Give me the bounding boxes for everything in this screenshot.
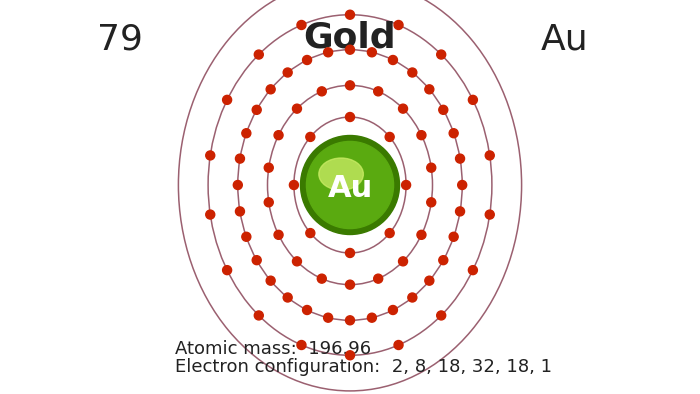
Circle shape <box>402 180 411 190</box>
Circle shape <box>346 144 354 153</box>
Circle shape <box>317 87 326 96</box>
Circle shape <box>346 280 354 289</box>
Circle shape <box>254 311 263 320</box>
Circle shape <box>425 276 434 285</box>
Circle shape <box>408 293 416 302</box>
Circle shape <box>346 45 354 54</box>
Circle shape <box>233 180 242 190</box>
Circle shape <box>223 266 232 275</box>
Circle shape <box>223 95 232 104</box>
Circle shape <box>266 276 275 285</box>
Circle shape <box>274 230 283 239</box>
Circle shape <box>458 180 467 190</box>
Circle shape <box>468 95 477 104</box>
Circle shape <box>206 151 215 160</box>
Circle shape <box>306 132 315 141</box>
Circle shape <box>235 154 244 163</box>
Circle shape <box>300 136 400 234</box>
Circle shape <box>307 141 393 229</box>
Circle shape <box>323 313 332 322</box>
Circle shape <box>346 316 354 325</box>
Circle shape <box>408 68 416 77</box>
Circle shape <box>374 87 383 96</box>
Circle shape <box>385 132 394 141</box>
Text: Au: Au <box>328 175 372 203</box>
Circle shape <box>456 154 465 163</box>
Circle shape <box>449 129 459 138</box>
Circle shape <box>346 81 354 90</box>
Circle shape <box>485 210 494 219</box>
Circle shape <box>266 85 275 94</box>
Circle shape <box>265 198 273 207</box>
Circle shape <box>368 48 377 57</box>
Circle shape <box>394 20 403 30</box>
Circle shape <box>456 207 465 216</box>
Circle shape <box>389 305 398 314</box>
Circle shape <box>437 50 446 59</box>
Circle shape <box>346 249 354 258</box>
Circle shape <box>485 151 494 160</box>
Circle shape <box>302 305 312 314</box>
Ellipse shape <box>318 158 363 190</box>
Circle shape <box>284 68 292 77</box>
Text: 79: 79 <box>97 22 143 56</box>
Circle shape <box>468 266 477 275</box>
Circle shape <box>254 50 263 59</box>
Circle shape <box>449 232 459 241</box>
Circle shape <box>427 198 435 207</box>
Circle shape <box>241 232 251 241</box>
Circle shape <box>306 229 315 238</box>
Circle shape <box>265 163 273 172</box>
Circle shape <box>206 210 215 219</box>
Circle shape <box>289 180 298 190</box>
Circle shape <box>385 229 394 238</box>
Circle shape <box>252 105 261 114</box>
Text: Electron configuration:  2, 8, 18, 32, 18, 1: Electron configuration: 2, 8, 18, 32, 18… <box>175 358 552 376</box>
Circle shape <box>437 311 446 320</box>
Circle shape <box>293 104 302 113</box>
Circle shape <box>417 230 426 239</box>
Circle shape <box>317 274 326 283</box>
Circle shape <box>323 48 332 57</box>
Circle shape <box>427 163 435 172</box>
Text: Gold: Gold <box>304 20 396 54</box>
Circle shape <box>297 20 306 30</box>
Circle shape <box>302 56 312 65</box>
Circle shape <box>368 313 377 322</box>
Circle shape <box>346 351 354 360</box>
Circle shape <box>389 56 398 65</box>
Circle shape <box>398 257 407 266</box>
Circle shape <box>394 340 403 349</box>
Circle shape <box>252 256 261 265</box>
Circle shape <box>439 105 448 114</box>
Circle shape <box>398 104 407 113</box>
Circle shape <box>417 131 426 139</box>
Circle shape <box>346 113 354 121</box>
Circle shape <box>346 10 354 19</box>
Text: Au: Au <box>541 22 589 56</box>
Circle shape <box>439 256 448 265</box>
Circle shape <box>293 257 302 266</box>
Circle shape <box>346 217 354 226</box>
Circle shape <box>241 129 251 138</box>
Circle shape <box>274 131 283 139</box>
Circle shape <box>374 274 383 283</box>
Circle shape <box>284 293 292 302</box>
Circle shape <box>425 85 434 94</box>
Text: Atomic mass:  196.96: Atomic mass: 196.96 <box>175 340 371 358</box>
Circle shape <box>297 340 306 349</box>
Circle shape <box>235 207 244 216</box>
